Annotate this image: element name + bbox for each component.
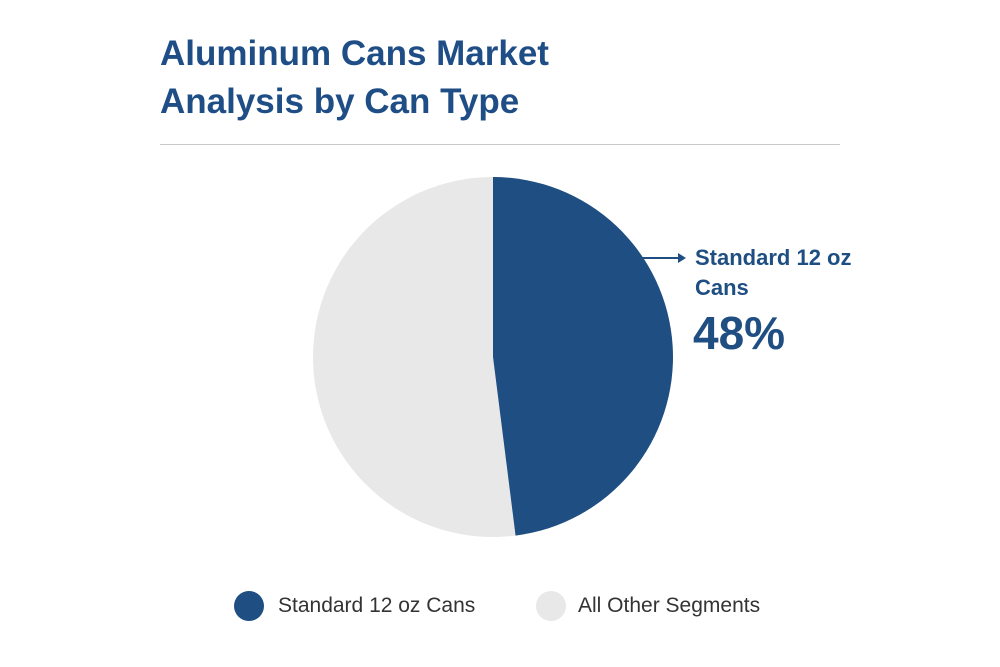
annotation-label: Standard 12 oz Cans (695, 245, 852, 300)
legend-swatch (536, 591, 566, 621)
chart-title: Aluminum Cans Market Analysis by Can Typ… (160, 34, 549, 121)
data-label: 48% (693, 307, 786, 359)
legend-label: Standard 12 oz Cans (278, 594, 476, 617)
pie-slice (312, 177, 516, 537)
legend-swatch (234, 591, 264, 621)
pie-slice (493, 177, 673, 536)
annotation-arrowhead (678, 253, 686, 263)
divider (160, 144, 840, 145)
legend-label: All Other Segments (578, 594, 761, 617)
